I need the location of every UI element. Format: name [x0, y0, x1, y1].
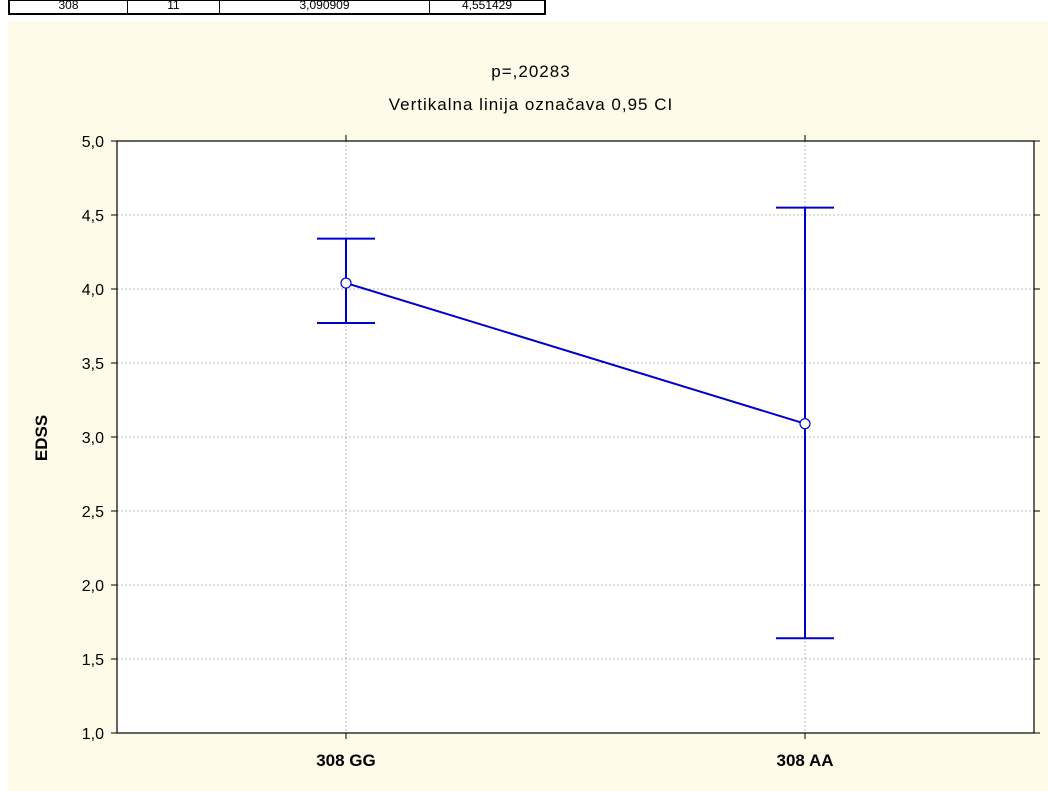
chart-title: p=,20283 [491, 62, 570, 81]
data-point [340, 277, 352, 289]
y-tick-label: 3,0 [82, 430, 104, 447]
chart-subtitle: Vertikalna linija označava 0,95 CI [389, 95, 673, 114]
table-cell-n: 11 [128, 1, 220, 13]
y-tick-label: 3,5 [82, 356, 104, 373]
x-category-label: 308 AA [776, 751, 833, 770]
data-table-strip: 308 11 3,090909 4,551429 [8, 0, 546, 15]
y-tick-label: 4,5 [82, 208, 104, 225]
table-cell-upper: 4,551429 [461, 1, 513, 12]
x-category-label: 308 GG [316, 751, 376, 770]
y-tick-label: 2,5 [82, 504, 104, 521]
y-tick-label: 5,0 [82, 134, 104, 151]
y-axis-label: EDSS [32, 415, 51, 461]
y-tick-label: 4,0 [82, 282, 104, 299]
series-line [345, 282, 806, 425]
table-cell-mean: 3,090909 [220, 1, 430, 13]
data-point [799, 418, 811, 430]
table-cell-label: 308 [10, 1, 128, 13]
y-tick-label: 1,5 [82, 652, 104, 669]
plot-frame [116, 140, 1035, 734]
y-tick-label: 1,0 [82, 726, 104, 743]
y-tick-label: 2,0 [82, 578, 104, 595]
